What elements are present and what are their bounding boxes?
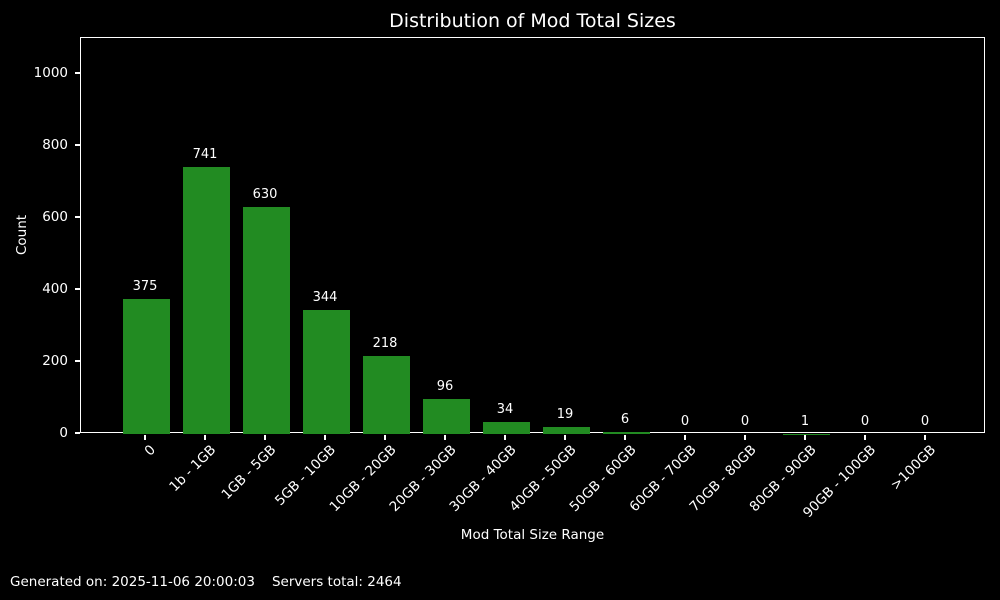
y-tick-label: 800 bbox=[42, 137, 68, 153]
bar-value-label: 34 bbox=[496, 401, 514, 417]
chart-title: Distribution of Mod Total Sizes bbox=[389, 10, 676, 32]
bar-value-label: 0 bbox=[860, 414, 870, 429]
x-tick-mark bbox=[744, 434, 746, 440]
x-tick-mark bbox=[684, 434, 686, 440]
x-tick-mark bbox=[564, 434, 566, 440]
y-tick-mark bbox=[75, 360, 80, 362]
bar bbox=[362, 355, 410, 434]
y-tick-label: 400 bbox=[42, 281, 68, 297]
bar bbox=[482, 421, 530, 434]
y-tick-mark bbox=[75, 432, 80, 434]
y-axis-label: Count bbox=[14, 214, 30, 256]
bar-value-label: 741 bbox=[192, 147, 218, 163]
footer-servers-total: Servers total: 2464 bbox=[271, 574, 402, 590]
y-tick-label: 0 bbox=[59, 425, 68, 441]
y-tick-mark bbox=[75, 216, 80, 218]
footer-generated-text: Generated on: 2025-11-06 20:00:03 bbox=[10, 574, 255, 590]
bar bbox=[422, 399, 470, 434]
x-tick-label: 1GB - 5GB bbox=[218, 442, 280, 503]
x-tick-mark bbox=[264, 434, 266, 440]
bar-value-label: 375 bbox=[132, 279, 158, 294]
x-tick-mark bbox=[324, 434, 326, 440]
x-axis-label: Mod Total Size Range bbox=[460, 527, 605, 543]
footer: Generated on: 2025-11-06 20:00:03 Servers… bbox=[10, 574, 402, 590]
x-tick-mark bbox=[624, 434, 626, 440]
y-tick-mark bbox=[75, 144, 80, 146]
bar-value-label: 630 bbox=[252, 187, 278, 203]
bar-value-label: 344 bbox=[312, 290, 338, 306]
y-tick-label: 1000 bbox=[33, 65, 68, 81]
bar-value-label: 0 bbox=[740, 414, 750, 429]
y-tick-label: 600 bbox=[42, 209, 68, 225]
bar bbox=[242, 207, 290, 434]
bar-value-label: 96 bbox=[436, 379, 454, 395]
bar-value-label: 0 bbox=[920, 414, 930, 429]
x-tick-mark bbox=[804, 434, 806, 440]
x-tick-mark bbox=[144, 434, 146, 440]
plot-area bbox=[80, 37, 985, 434]
x-tick-mark bbox=[384, 434, 386, 440]
y-tick-mark bbox=[75, 72, 80, 74]
bar-value-label: 218 bbox=[372, 335, 398, 351]
y-tick-mark bbox=[75, 288, 80, 290]
x-tick-mark bbox=[924, 434, 926, 440]
x-tick-mark bbox=[204, 434, 206, 440]
bar-value-label: 19 bbox=[556, 407, 574, 423]
x-tick-mark bbox=[444, 434, 446, 440]
x-tick-label: 0 bbox=[141, 442, 160, 460]
bar bbox=[602, 431, 650, 434]
bar bbox=[122, 299, 170, 434]
x-tick-label: 5GB - 10GB bbox=[272, 442, 340, 509]
bar bbox=[182, 167, 230, 434]
bar-value-label: 0 bbox=[680, 414, 690, 429]
y-tick-label: 200 bbox=[42, 353, 68, 369]
bar-value-label: 6 bbox=[620, 411, 630, 427]
x-tick-mark bbox=[864, 434, 866, 440]
bar-value-label: 1 bbox=[800, 413, 810, 429]
x-tick-mark bbox=[504, 434, 506, 440]
bar bbox=[302, 310, 350, 434]
x-tick-label: >100GB bbox=[887, 442, 940, 494]
bar bbox=[542, 427, 590, 434]
x-tick-label: 1b - 1GB bbox=[166, 442, 220, 495]
